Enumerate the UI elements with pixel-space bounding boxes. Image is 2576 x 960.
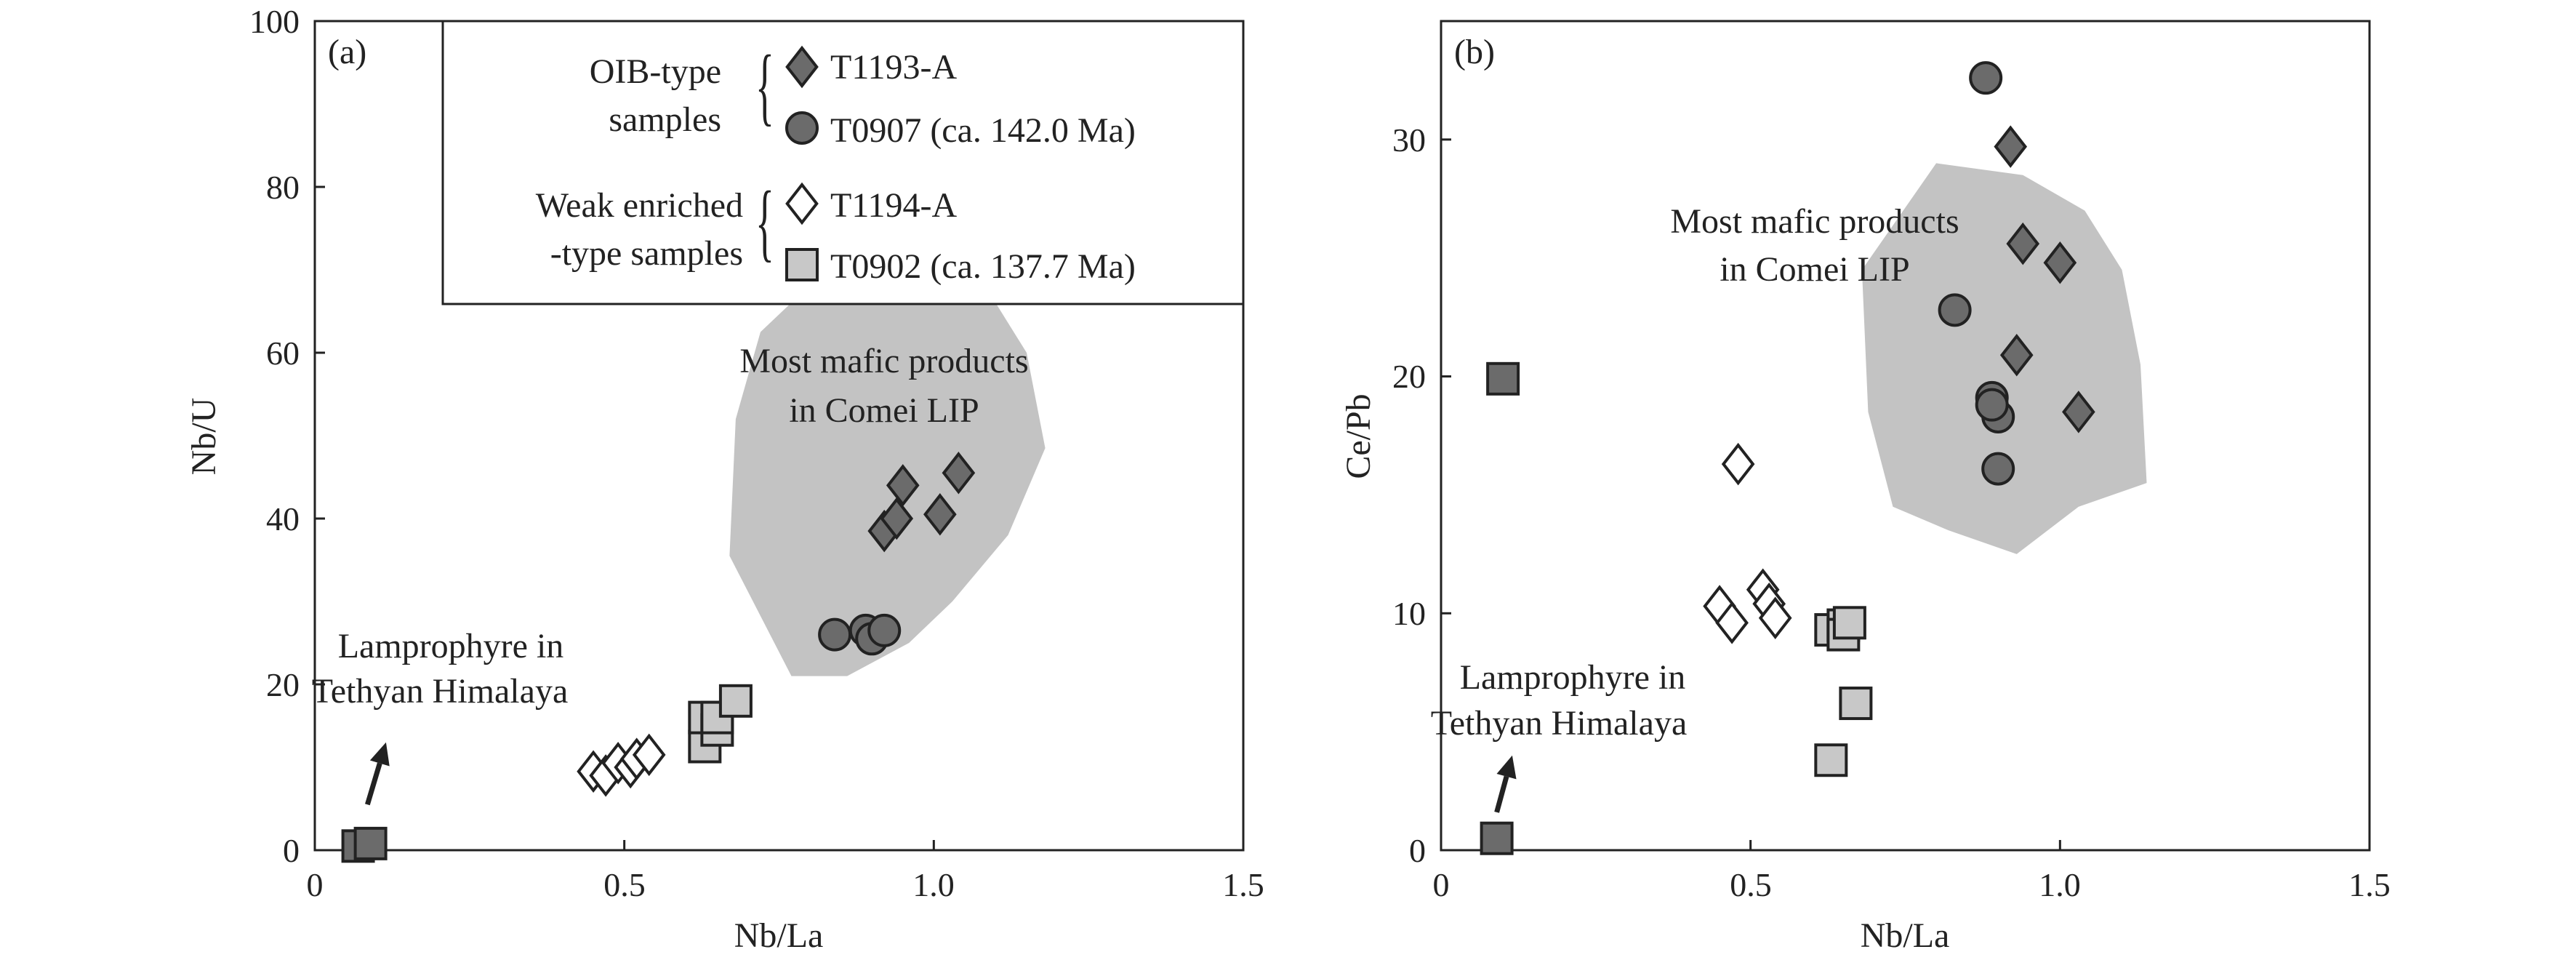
legend-item-label: T0902 (ca. 137.7 Ma) xyxy=(830,247,1136,286)
data-point xyxy=(1938,293,1972,327)
legend-item-label: T1194-A xyxy=(830,186,958,225)
data-point xyxy=(1981,452,2015,486)
legend-box xyxy=(441,20,1245,305)
x-tick-label: 0 xyxy=(307,866,324,903)
x-tick-label: 0.5 xyxy=(603,866,646,903)
data-point xyxy=(2006,222,2040,265)
legend-item-label: T1193-A xyxy=(830,48,958,87)
data-point xyxy=(1999,334,2034,377)
data-point xyxy=(1839,687,1873,721)
data-point xyxy=(1814,743,1848,777)
y-axis-title: Ce/Pb xyxy=(1339,393,1378,479)
x-tick-label: 1.5 xyxy=(2348,866,2391,903)
lamprophyre-arrow xyxy=(1494,775,1509,813)
arrow-head xyxy=(369,742,390,767)
panel-label: (b) xyxy=(1454,33,1495,71)
data-point xyxy=(718,684,753,718)
legend-brace-icon: { xyxy=(755,38,774,135)
data-point xyxy=(880,497,914,540)
x-axis-title: Nb/La xyxy=(734,916,824,955)
data-point xyxy=(1994,125,2028,168)
legend-group-label: OIB-type xyxy=(590,52,721,91)
x-tick-label: 0 xyxy=(1433,866,1450,903)
field-label: Most mafic products xyxy=(1670,202,1959,241)
legend-markers xyxy=(785,45,819,281)
data-point xyxy=(1758,596,1792,640)
legend: OIB-type samples Weak enriched -type sam… xyxy=(441,20,1245,305)
field-label: Most mafic products xyxy=(739,342,1028,380)
data-point xyxy=(818,617,852,652)
y-tick-label: 100 xyxy=(249,3,300,40)
y-axis-title: Nb/U xyxy=(185,398,223,476)
y-tick-label: 10 xyxy=(1392,595,1426,632)
y-tick-label: 0 xyxy=(1409,832,1426,869)
legend-group-label: -type samples xyxy=(550,234,743,273)
data-point xyxy=(1832,606,1866,640)
data-point xyxy=(1715,601,1749,644)
data-point xyxy=(632,733,666,777)
panel-b: (b) 0 0.5 1.0 1.5 0 10 20 30 Nb/La Ce/Pb… xyxy=(1339,20,2391,955)
data-point xyxy=(942,452,976,495)
lamprophyre-label: Tethyan Himalaya xyxy=(312,672,569,711)
data-point xyxy=(2062,391,2095,433)
legend-group-label: samples xyxy=(609,100,721,139)
lamprophyre-label: Lamprophyre in xyxy=(338,627,564,665)
data-point xyxy=(1975,388,2009,422)
data-point xyxy=(1480,821,1514,855)
data-points xyxy=(1480,61,2095,855)
panel-a: (a) 0 0.5 1.0 1.5 0 20 40 60 80 100 Nb/L… xyxy=(185,3,1264,955)
y-tick-label: 0 xyxy=(283,832,300,869)
y-tick-label: 20 xyxy=(266,666,300,703)
panel-label: (a) xyxy=(328,33,366,71)
comei-lip-field xyxy=(729,232,1046,676)
lamprophyre-arrow xyxy=(365,762,382,806)
legend-group-label: Weak enriched xyxy=(536,186,743,225)
data-points xyxy=(341,452,976,863)
legend-marker-icon xyxy=(785,45,819,89)
legend-brace-icon: { xyxy=(755,174,774,271)
field-label: in Comei LIP xyxy=(789,391,979,430)
arrow-head xyxy=(1496,755,1517,780)
x-tick-label: 1.0 xyxy=(2039,866,2081,903)
legend-marker-icon xyxy=(785,248,819,281)
data-point xyxy=(1969,61,2003,95)
lamprophyre-label: Tethyan Himalaya xyxy=(1431,704,1688,743)
x-tick-label: 1.5 xyxy=(1222,866,1264,903)
data-point xyxy=(923,493,957,536)
data-point xyxy=(2043,241,2077,284)
x-axis-title: Nb/La xyxy=(1861,916,1950,955)
y-tick-label: 60 xyxy=(266,335,300,372)
y-tick-label: 80 xyxy=(266,169,300,206)
legend-item-label: T0907 (ca. 142.0 Ma) xyxy=(830,111,1136,150)
legend-marker-icon xyxy=(785,111,819,145)
y-tick-label: 30 xyxy=(1392,121,1426,159)
y-tick-label: 40 xyxy=(266,500,300,537)
data-point xyxy=(867,613,902,647)
data-point xyxy=(1486,361,1520,396)
y-tick-label: 20 xyxy=(1392,358,1426,395)
data-point xyxy=(353,826,388,860)
lamprophyre-label: Lamprophyre in xyxy=(1460,658,1686,697)
plot-frame xyxy=(1440,20,2371,852)
x-tick-label: 1.0 xyxy=(912,866,955,903)
data-point xyxy=(1721,442,1755,486)
legend-marker-icon xyxy=(785,182,819,225)
x-tick-label: 0.5 xyxy=(1730,866,1772,903)
field-label: in Comei LIP xyxy=(1720,250,1909,289)
data-point xyxy=(886,464,920,507)
